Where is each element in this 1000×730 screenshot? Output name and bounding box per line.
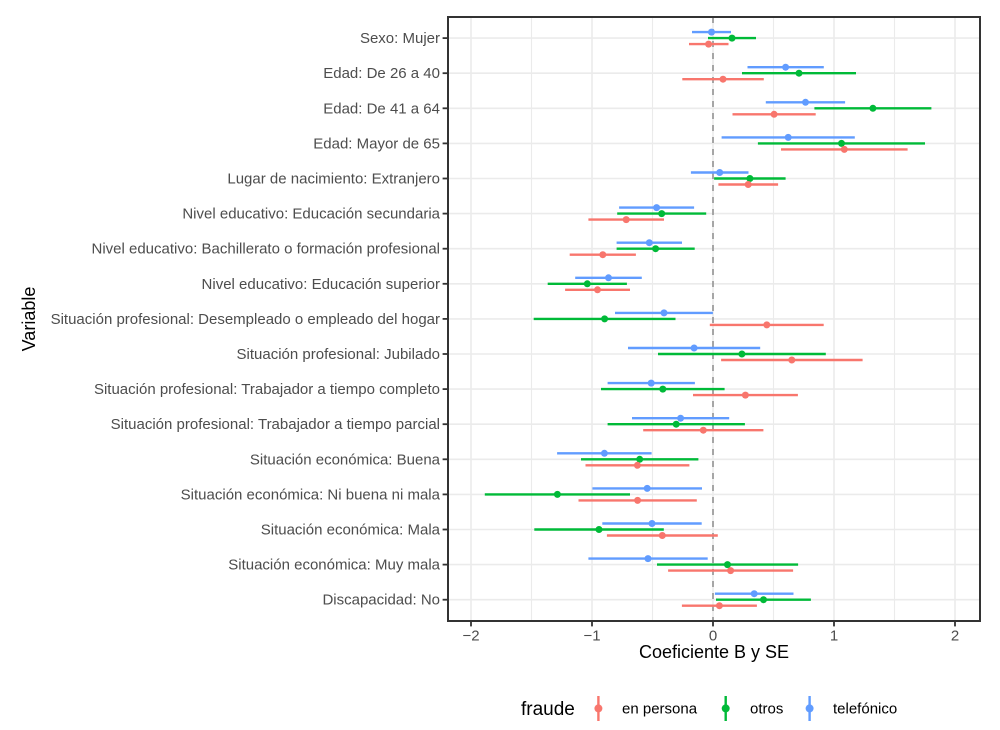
svg-text:−1: −1 [583,628,600,645]
svg-text:Situación económica: Buena: Situación económica: Buena [250,451,441,468]
svg-text:Situación profesional: Desempl: Situación profesional: Desempleado o emp… [51,311,440,328]
svg-text:telefónico: telefónico [833,701,897,718]
svg-text:Edad: De 26 a 40: Edad: De 26 a 40 [323,65,440,82]
svg-text:Lugar de nacimiento: Extranjer: Lugar de nacimiento: Extranjero [227,171,440,188]
svg-text:Sexo: Mujer: Sexo: Mujer [360,30,440,47]
svg-text:Nivel educativo: Educación sup: Nivel educativo: Educación superior [202,276,440,293]
svg-text:Nivel educativo: Educación sec: Nivel educativo: Educación secundaria [182,206,440,223]
svg-text:Edad: Mayor de 65: Edad: Mayor de 65 [313,135,440,152]
svg-text:2: 2 [951,628,959,645]
svg-text:0: 0 [709,628,717,645]
svg-text:Situación económica: Muy mala: Situación económica: Muy mala [228,557,440,574]
svg-text:Edad: De 41 a 64: Edad: De 41 a 64 [323,100,440,117]
svg-text:Variable: Variable [19,287,39,352]
svg-text:Situación económica: Mala: Situación económica: Mala [261,522,441,539]
svg-text:Nivel educativo: Bachillerato: Nivel educativo: Bachillerato o formació… [91,241,440,258]
svg-text:fraude: fraude [521,699,575,720]
svg-text:Situación profesional: Trabaja: Situación profesional: Trabajador a tiem… [94,381,440,398]
svg-text:Situación profesional: Trabaja: Situación profesional: Trabajador a tiem… [111,416,440,433]
svg-text:−2: −2 [462,628,479,645]
svg-text:Situación económica: Ni buena: Situación económica: Ni buena ni mala [181,486,441,503]
svg-text:Discapacidad: No: Discapacidad: No [322,592,440,609]
svg-text:otros: otros [750,701,783,718]
svg-text:Coeficiente B y SE: Coeficiente B y SE [639,642,789,662]
svg-text:Situación profesional: Jubilad: Situación profesional: Jubilado [237,346,440,363]
svg-text:en persona: en persona [622,701,698,718]
svg-text:1: 1 [830,628,838,645]
